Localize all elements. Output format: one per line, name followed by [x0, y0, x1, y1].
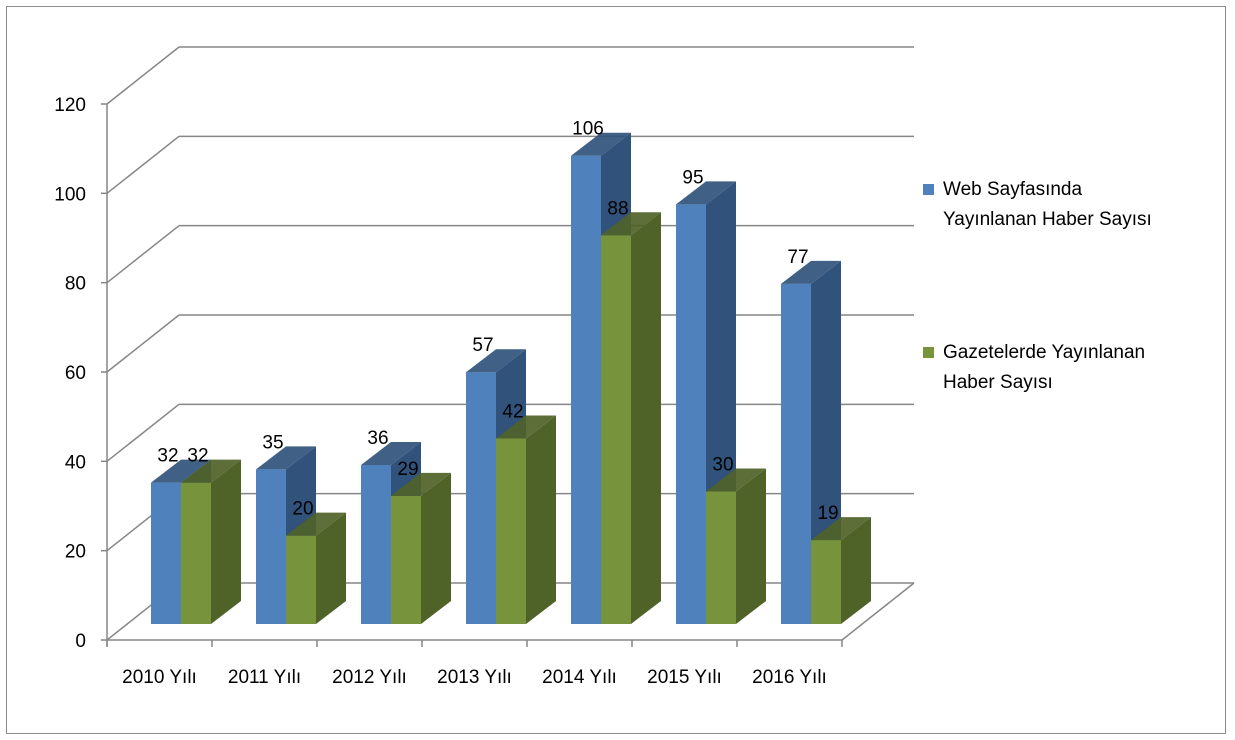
bar-top: [151, 459, 211, 483]
x-tick-label: 2011 Yılı: [228, 667, 301, 688]
data-label: 88: [607, 198, 628, 219]
bar: [706, 491, 736, 624]
data-label: 106: [572, 119, 604, 140]
data-label: 57: [472, 335, 493, 356]
data-label: 35: [262, 432, 283, 453]
bar-side: [736, 468, 766, 624]
legend-label: Web Sayfasında: [943, 179, 1083, 200]
bar-top: [391, 472, 451, 496]
bar: [391, 495, 421, 624]
bar-top: [181, 459, 241, 483]
x-tick-label: 2016 Yılı: [752, 667, 827, 688]
bar-side: [421, 472, 451, 624]
legend-label: Haber Sayısı: [943, 372, 1053, 393]
bar-top: [496, 415, 556, 439]
bar: [286, 535, 316, 624]
y-tick-label: 100: [54, 184, 86, 205]
x-tick-label: 2015 Yılı: [647, 667, 722, 688]
legend-label: Yayınlanan Haber Sayısı: [943, 209, 1152, 230]
data-label: 42: [502, 401, 523, 422]
bar-top: [781, 260, 841, 284]
gridline-side: [106, 46, 180, 105]
bar: [811, 540, 841, 624]
x-tick-label: 2012 Yılı: [332, 667, 407, 688]
bar-side: [841, 517, 871, 624]
y-tick-label: 40: [65, 452, 86, 473]
gridline-side: [106, 135, 180, 194]
bar-top: [466, 349, 526, 373]
x-tick-label: 2010 Yılı: [122, 667, 197, 688]
bar-top: [601, 212, 661, 236]
bar-top: [286, 512, 346, 536]
bar-top: [676, 181, 736, 205]
bar: [361, 464, 391, 624]
bar-top: [706, 468, 766, 492]
gridline-side: [106, 225, 180, 284]
bar: [496, 438, 526, 624]
bar-side: [631, 212, 661, 624]
bar-side: [316, 512, 346, 624]
data-label: 36: [367, 428, 388, 449]
data-label: 19: [817, 503, 838, 524]
y-tick-label: 20: [65, 542, 86, 563]
data-label: 20: [292, 499, 313, 520]
floor-right-edge: [841, 582, 915, 641]
x-tick-label: 2014 Yılı: [542, 667, 617, 688]
data-labels-group: 32 32 35 20 36 29 57 42 106 88 95 30 77 19: [157, 119, 838, 524]
data-label: 29: [397, 459, 418, 480]
gridline-side: [106, 314, 180, 373]
legend: Web Sayfasında Yayınlanan Haber Sayısı Gaz…: [923, 179, 1152, 393]
legend-swatch: [923, 347, 934, 358]
bar-top: [811, 517, 871, 541]
legend-label: Gazetelerde Yayınlanan: [943, 342, 1145, 363]
y-tick-label: 80: [65, 274, 86, 295]
bar-top: [361, 441, 421, 465]
data-label: 30: [712, 454, 733, 475]
x-tick-label: 2013 Yılı: [437, 667, 512, 688]
data-label: 77: [787, 247, 808, 268]
data-label: 32: [157, 446, 178, 467]
bar: [151, 482, 181, 624]
bar-top: [571, 132, 631, 156]
y-tick-label: 120: [54, 95, 86, 116]
bars-group: [151, 132, 871, 625]
gridline-side: [106, 403, 180, 462]
bar-top: [256, 446, 316, 470]
legend-swatch: [923, 184, 934, 195]
bar: [256, 469, 286, 624]
bar-side: [526, 415, 556, 624]
bar: [781, 283, 811, 624]
y-tick-label: 60: [65, 363, 86, 384]
bar: [466, 372, 496, 624]
bar: [601, 235, 631, 624]
bar-side: [211, 459, 241, 624]
y-tick-label: 0: [75, 631, 86, 652]
data-label: 95: [682, 167, 703, 188]
bar: [676, 204, 706, 624]
bar: [181, 482, 211, 624]
data-label: 32: [187, 446, 208, 467]
bar: [571, 155, 601, 625]
